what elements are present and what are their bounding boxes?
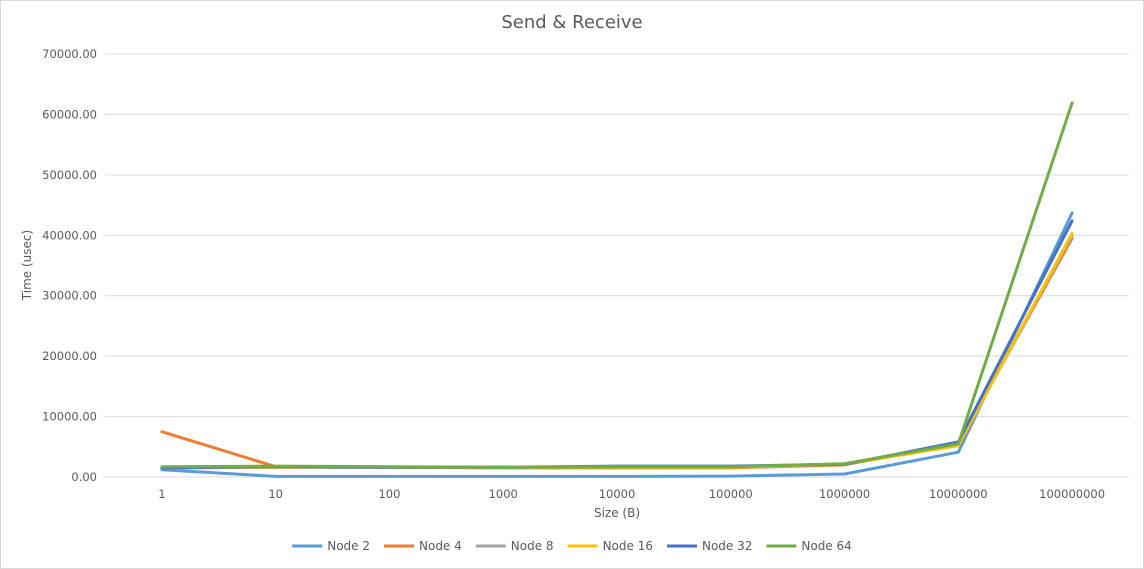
y-tick-label: 10000.00 <box>42 410 97 424</box>
x-tick-label: 100 <box>378 487 400 501</box>
x-tick-label: 1000 <box>489 487 518 501</box>
y-tick-label: 0.00 <box>71 470 97 484</box>
series-lines <box>160 101 1074 478</box>
x-tick-label: 100000 <box>709 487 753 501</box>
y-tick-label: 50000.00 <box>42 168 97 182</box>
x-tick-label: 10 <box>268 487 283 501</box>
y-tick-label: 60000.00 <box>42 107 97 121</box>
series-line-node-32 <box>160 219 1074 470</box>
y-axis-ticks: 0.00 10000.00 20000.00 30000.00 40000.00 5000… <box>42 47 97 484</box>
x-axis-ticks: 1 10 100 1000 10000 100000 1000000 10000000 1000… <box>158 487 1105 501</box>
x-tick-label: 10000 <box>599 487 636 501</box>
x-tick-label: 10000000 <box>929 487 988 501</box>
legend-item: Node 2 <box>292 539 370 553</box>
legend-label: Node 2 <box>327 539 370 553</box>
x-tick-label: 1 <box>158 487 165 501</box>
y-axis-title: Time (usec) <box>20 230 34 301</box>
legend-item: Node 8 <box>475 539 554 553</box>
legend-label: Node 8 <box>511 539 554 553</box>
x-tick-label: 1000000 <box>819 487 870 501</box>
legend-item: Node 4 <box>384 539 462 553</box>
legend-label: Node 64 <box>801 539 851 553</box>
gridlines <box>105 53 1129 478</box>
y-tick-label: 70000.00 <box>42 47 97 61</box>
series-line-node-16 <box>160 232 1074 470</box>
legend-item: Node 64 <box>766 539 852 553</box>
chart-title: Send & Receive <box>501 12 642 33</box>
legend: Node 2 Node 4 Node 8 Node 16 Node 32 Node 64 <box>292 539 852 553</box>
x-axis-title: Size (B) <box>594 506 640 520</box>
y-tick-label: 30000.00 <box>42 289 97 303</box>
legend-label: Node 4 <box>419 539 462 553</box>
legend-label: Node 16 <box>603 539 653 553</box>
series-line-node-64 <box>160 101 1074 469</box>
y-tick-label: 20000.00 <box>42 349 97 363</box>
series-line-node-4 <box>160 236 1074 470</box>
legend-item: Node 16 <box>567 539 653 553</box>
legend-label: Node 32 <box>702 539 752 553</box>
legend-item: Node 32 <box>666 539 752 553</box>
x-tick-label: 100000000 <box>1039 487 1105 501</box>
y-tick-label: 40000.00 <box>42 228 97 242</box>
series-line-node-2 <box>160 211 1074 478</box>
series-line-node-8 <box>160 233 1074 470</box>
